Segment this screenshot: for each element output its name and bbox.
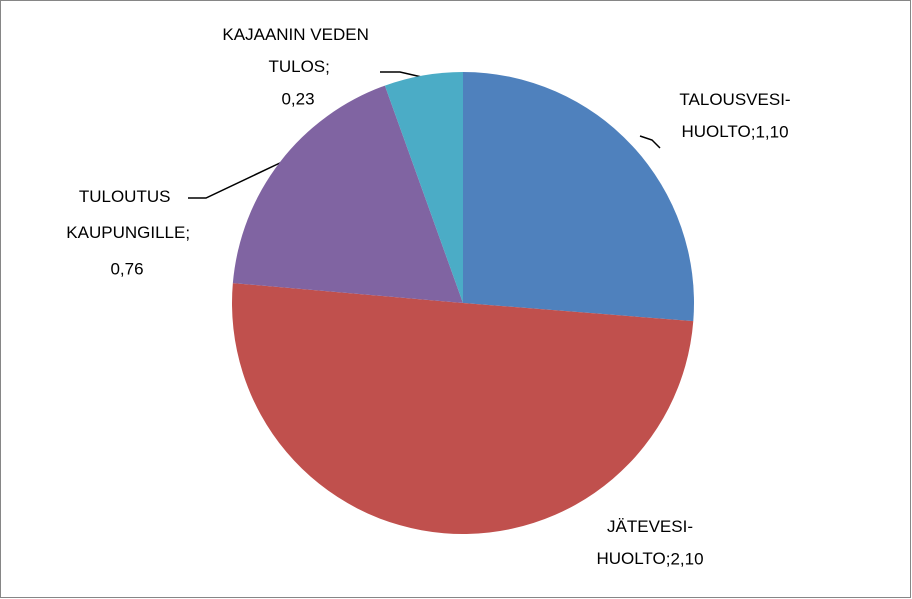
- data-label-value: 2,10: [670, 549, 703, 568]
- data-label-category: TULOUTUS KAUPUNGILLE: [66, 187, 185, 242]
- data-label-separator: ;: [666, 549, 671, 568]
- data-label-separator: ;: [325, 57, 330, 76]
- pie-slice: [231, 283, 694, 535]
- data-label-value: 1,10: [755, 122, 788, 141]
- pie-slice: [384, 72, 463, 303]
- pie-slice: [232, 85, 463, 303]
- data-label-value: 0,23: [281, 89, 314, 108]
- leader-line: [380, 71, 427, 79]
- data-label-separator: ;: [751, 122, 756, 141]
- leader-line: [639, 135, 661, 149]
- data-label-value: 0,76: [110, 259, 143, 278]
- data-label-separator: ;: [185, 223, 190, 242]
- leader-lines: [188, 71, 661, 199]
- data-label-category: TALOUSVESI-HUOLTO: [679, 90, 790, 141]
- data-label-category: JÄTEVESI-HUOLTO: [596, 517, 693, 568]
- leader-line: [188, 161, 283, 199]
- data-label-category: KAJAANIN VEDEN TULOS: [222, 25, 373, 76]
- pie-slice: [463, 72, 694, 322]
